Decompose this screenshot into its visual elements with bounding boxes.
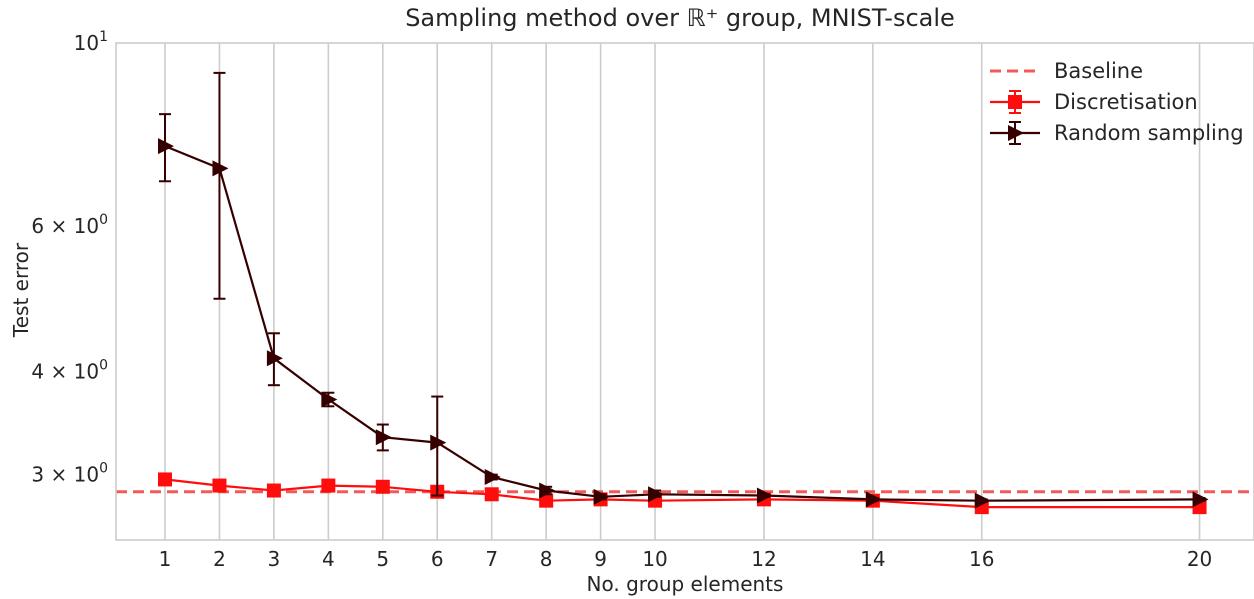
x-axis-title: No. group elements	[587, 572, 784, 596]
data-point	[974, 492, 991, 509]
plot-frame	[115, 42, 1254, 541]
x-tick-label: 3	[268, 547, 281, 571]
y-tick-base: 6 × 10	[31, 214, 99, 238]
data-point	[158, 472, 173, 487]
data-point	[648, 486, 665, 503]
data-point	[484, 469, 501, 486]
y-tick-exponent: 0	[99, 461, 108, 477]
series-discretisation	[158, 472, 1207, 515]
x-tick-label: 5	[376, 547, 389, 571]
x-tick-label: 8	[540, 547, 553, 571]
x-tick-label: 7	[485, 547, 498, 571]
x-tick-label: 9	[594, 547, 607, 571]
legend-label: Discretisation	[1054, 90, 1198, 114]
y-tick-label: 3 × 100	[31, 461, 108, 487]
grid-lines	[164, 43, 1201, 540]
legend-swatch-marker	[1008, 95, 1022, 109]
data-point	[539, 493, 554, 508]
y-tick-label: 6 × 100	[31, 212, 108, 238]
x-tick-label: 6	[431, 547, 444, 571]
legend-swatch-marker	[1008, 125, 1024, 141]
data-point	[212, 478, 227, 493]
x-tick-label: 14	[860, 547, 885, 571]
data-point	[321, 478, 336, 493]
x-tick-labels: 1 2 3 4 5 6 7 8 9 10 12 14 16 20	[159, 547, 1213, 571]
data-point	[865, 491, 882, 508]
y-tick-base: 3 × 10	[31, 463, 99, 487]
x-tick-label: 4	[322, 547, 335, 571]
x-tick-label: 10	[642, 547, 667, 571]
chart-title: Sampling method over ℝ⁺ group, MNIST-sca…	[405, 4, 955, 32]
x-tick-label: 1	[159, 547, 172, 571]
data-point	[158, 138, 175, 155]
data-point	[321, 391, 338, 408]
data-point	[375, 479, 390, 494]
y-axis-title: Test error	[9, 242, 33, 338]
legend-label: Random sampling	[1054, 121, 1244, 145]
x-tick-label: 2	[213, 547, 226, 571]
x-tick-label: 12	[751, 547, 776, 571]
y-tick-exponent: 0	[99, 212, 108, 228]
legend-label-baseline: Baseline	[1054, 59, 1143, 83]
data-point	[430, 434, 447, 451]
series-random-sampling	[158, 71, 1209, 509]
y-tick-exponent: 0	[99, 357, 108, 373]
data-point	[539, 482, 556, 499]
legend: Baseline Discretisation Random sampling	[990, 59, 1244, 145]
data-point	[1192, 491, 1209, 508]
x-tick-label: 20	[1187, 547, 1212, 571]
data-point	[266, 350, 283, 367]
y-tick-exponent: 1	[99, 29, 108, 45]
series-layer	[158, 71, 1209, 515]
data-point	[756, 487, 773, 504]
y-tick-base: 4 × 10	[31, 359, 99, 383]
data-point	[266, 483, 281, 498]
data-point	[212, 160, 229, 177]
y-tick-label: 101	[74, 29, 108, 55]
series-line	[164, 145, 1200, 502]
data-point	[593, 488, 610, 505]
data-point	[375, 429, 392, 446]
data-point	[484, 487, 499, 502]
x-tick-label: 16	[969, 547, 994, 571]
series-line	[164, 478, 1200, 509]
y-tick-base: 10	[74, 31, 99, 55]
y-tick-label: 4 × 100	[31, 357, 108, 383]
